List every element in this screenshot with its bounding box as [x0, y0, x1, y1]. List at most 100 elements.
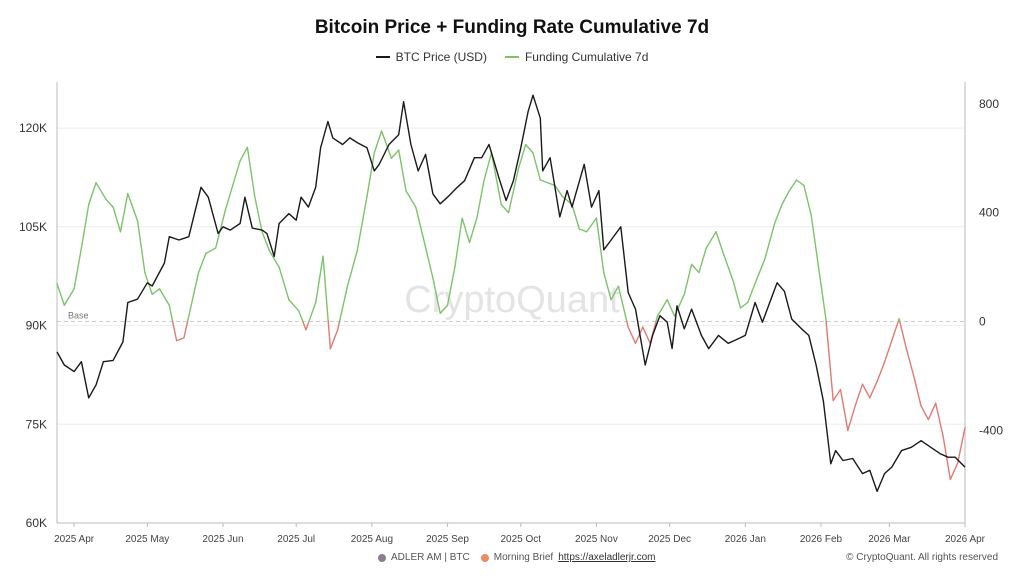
funding-line-segment — [398, 149, 407, 192]
x-tick-label: 2025 Aug — [351, 534, 393, 545]
funding-line-segment — [634, 326, 644, 345]
chart-title: Bitcoin Price + Funding Rate Cumulative … — [314, 17, 710, 38]
footer: ADLER AM | BTC Morning Brief https://axe… — [0, 552, 1024, 568]
x-tick-label: 2026 Jan — [725, 534, 766, 545]
funding-line-segment — [956, 427, 966, 464]
funding-line-segment — [942, 435, 952, 481]
funding-line-segment — [935, 402, 944, 437]
funding-line-segment — [183, 320, 189, 339]
funding-line-segment — [883, 339, 893, 364]
funding-line-segment — [278, 266, 290, 301]
funding-line-segment — [839, 388, 849, 432]
funding-line-segment — [571, 203, 581, 230]
funding-line-segment — [329, 329, 339, 350]
funding-line-segment — [322, 255, 329, 323]
funding-line-segment — [80, 203, 90, 249]
legend-item-btc-price[interactable]: BTC Price (USD) — [375, 50, 487, 64]
y-left-tick-label: 75K — [26, 417, 47, 431]
legend-swatch-funding — [504, 56, 519, 58]
funding-line-segment — [666, 299, 676, 317]
y-right-tick-label: 0 — [979, 315, 986, 329]
funding-line-segment — [73, 247, 83, 290]
funding-line-segment — [105, 198, 114, 208]
funding-line-segment — [920, 405, 930, 421]
funding-line-segment — [305, 320, 310, 331]
funding-line-segment — [876, 361, 886, 383]
funding-line-segment — [63, 288, 75, 306]
funding-line-segment — [246, 146, 256, 198]
series-layer — [56, 94, 966, 493]
legend-swatch-btc-price — [375, 56, 390, 58]
funding-line-segment — [254, 195, 263, 233]
funding-line-segment — [422, 236, 434, 279]
funding-line-segment — [754, 258, 766, 285]
funding-line-segment — [810, 214, 820, 268]
funding-line-segment — [127, 192, 139, 222]
funding-line-segment — [546, 182, 556, 187]
x-tick-label: 2025 Dec — [648, 534, 691, 545]
funding-line-segment — [817, 266, 827, 320]
legend-label-btc-price: BTC Price (USD) — [395, 50, 487, 64]
funding-line-segment — [732, 280, 742, 309]
funding-line-segment — [224, 184, 234, 211]
funding-line-segment — [95, 182, 107, 200]
funding-line-segment — [232, 160, 241, 187]
funding-line-segment — [781, 190, 790, 206]
legend-item-funding[interactable]: Funding Cumulative 7d — [504, 50, 648, 64]
funding-line-segment — [603, 271, 612, 301]
funding-line-segment — [517, 143, 527, 170]
funding-line-segment — [327, 320, 332, 350]
x-tick-label: 2025 Jul — [277, 534, 315, 545]
funding-line-segment — [315, 255, 324, 304]
funding-line-segment — [415, 206, 424, 238]
footer-link[interactable]: https://axeladlerjr.com — [558, 552, 656, 563]
funding-line-segment — [861, 383, 871, 399]
funding-line-segment — [151, 288, 161, 296]
funding-line-segment — [439, 304, 449, 315]
x-tick-label: 2026 Mar — [868, 534, 911, 545]
funding-line-segment — [642, 326, 651, 345]
funding-line-segment — [554, 184, 563, 198]
funding-line-segment — [899, 320, 908, 350]
funding-line-segment — [500, 203, 510, 214]
footer-copyright: © CryptoQuant. All rights reserved — [846, 552, 998, 563]
funding-line-segment — [197, 252, 207, 274]
funding-line-segment — [56, 282, 66, 306]
funding-line-segment — [532, 152, 541, 181]
funding-line-segment — [927, 402, 937, 421]
y-left-tick-label: 60K — [26, 516, 47, 530]
funding-line-segment — [773, 203, 783, 225]
funding-line-segment — [739, 301, 749, 309]
funding-line-segment — [610, 285, 620, 301]
legend: BTC Price (USD) Funding Cumulative 7d — [0, 50, 1024, 64]
funding-line-segment — [168, 304, 174, 323]
funding-line-segment — [390, 149, 400, 159]
y-right-tick-label: 400 — [979, 206, 999, 220]
funding-line-segment — [683, 263, 693, 296]
funding-line-segment — [136, 220, 146, 274]
y-left-tick-label: 120K — [19, 121, 47, 135]
btc-price-line — [56, 94, 966, 493]
funding-line-segment — [905, 348, 915, 377]
funding-line-segment — [626, 320, 629, 328]
funding-line-segment — [302, 320, 307, 331]
funding-line-segment — [454, 217, 463, 268]
funding-line-segment — [366, 152, 376, 198]
funding-line-segment — [112, 206, 122, 233]
funding-line-segment — [288, 299, 300, 312]
funding-line-segment — [483, 152, 493, 181]
funding-line-segment — [627, 326, 637, 345]
funding-line-segment — [119, 192, 129, 233]
funding-line-segment — [190, 271, 200, 306]
funding-line-segment — [595, 217, 605, 274]
funding-line-segment — [373, 130, 383, 154]
funding-line-segment — [655, 315, 659, 323]
x-tick-label: 2026 Feb — [800, 534, 843, 545]
author-icon — [378, 553, 386, 562]
funding-line-segment — [158, 288, 170, 306]
axes-layer: 60K 75K 90K 105K 120K -400 0 400 800 Base 2025 Apr… — [19, 82, 1003, 545]
footer-author: ADLER AM | BTC — [391, 552, 470, 563]
funding-line-segment — [186, 304, 192, 323]
funding-line-segment — [175, 337, 185, 342]
funding-line-segment — [446, 266, 456, 306]
